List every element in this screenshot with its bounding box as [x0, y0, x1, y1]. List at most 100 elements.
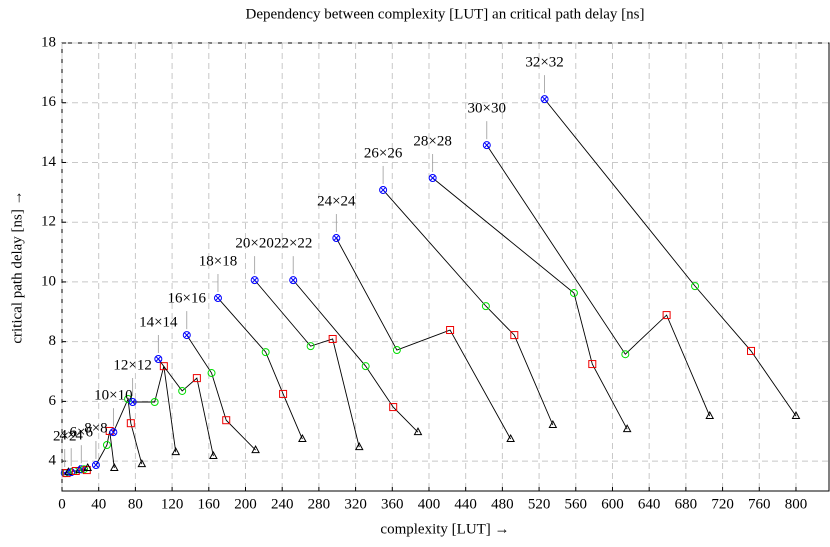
marker-cross [93, 462, 99, 468]
marker-cross [429, 175, 436, 181]
series-label: 2×2 [53, 429, 76, 445]
series-label: 16×16 [168, 291, 207, 307]
x-tick-label: 760 [748, 496, 771, 512]
x-tick-label: 440 [454, 496, 477, 512]
marker [622, 424, 632, 433]
series-line [254, 279, 360, 448]
marker [298, 433, 307, 443]
marker-circle [428, 173, 437, 182]
series-label: 8×8 [84, 420, 107, 436]
y-tick-label: 14 [41, 154, 57, 170]
x-tick-label: 120 [161, 496, 184, 512]
marker-circle [128, 397, 137, 406]
series-label: 20×20 [235, 236, 273, 252]
y-tick-label: 16 [41, 94, 57, 110]
marker [482, 141, 491, 150]
marker-circle [379, 185, 388, 194]
marker [192, 374, 201, 383]
x-axis-label: complexity [LUT] → [380, 521, 509, 537]
series-line [335, 237, 512, 440]
marker-circle [109, 428, 118, 437]
marker-circle [289, 276, 298, 285]
y-tick-label: 12 [41, 214, 56, 230]
series-line [544, 98, 797, 417]
marker [83, 462, 93, 472]
marker-circle [91, 461, 100, 470]
x-tick-label: 480 [491, 496, 514, 512]
marker [109, 462, 119, 472]
series-line [186, 334, 256, 451]
series-label: 4×4 [59, 428, 83, 444]
marker [80, 465, 89, 474]
marker [159, 362, 168, 371]
x-tick-label: 400 [418, 496, 441, 512]
marker [102, 441, 111, 450]
series-label: 24×24 [317, 193, 356, 209]
marker [569, 288, 578, 297]
grid [61, 42, 829, 491]
marker [361, 362, 370, 371]
marker [691, 282, 700, 291]
marker [209, 451, 218, 460]
series-line [486, 144, 711, 417]
marker [621, 350, 630, 359]
marker [182, 331, 191, 340]
marker-circle [540, 95, 549, 104]
series-line [95, 430, 115, 469]
marker-cross [333, 235, 340, 241]
marker [289, 276, 298, 285]
marker [510, 331, 519, 340]
x-tick-label: 200 [234, 496, 257, 512]
marker [389, 403, 398, 412]
x-tick-label: 560 [565, 496, 588, 512]
marker-circle [250, 276, 259, 285]
marker [306, 342, 315, 351]
y-tick-label: 8 [49, 333, 57, 349]
marker [428, 173, 437, 182]
x-tick-label: 800 [785, 496, 808, 512]
x-tick-label: 360 [381, 496, 404, 512]
marker-cross [251, 277, 258, 283]
marker [662, 311, 671, 320]
marker [222, 416, 231, 425]
series-label: 12×12 [113, 357, 151, 373]
marker-cross [129, 399, 136, 405]
series-label: 26×26 [364, 145, 403, 161]
marker [506, 433, 515, 443]
marker [413, 427, 423, 436]
series-label: 14×14 [139, 314, 178, 330]
marker [279, 389, 288, 398]
series-label: 6×6 [70, 425, 94, 441]
marker [379, 185, 388, 194]
series-label: 30×30 [468, 101, 506, 117]
series-label: 22×22 [274, 236, 312, 252]
series-line [157, 358, 214, 457]
marker [154, 354, 163, 363]
marker [705, 410, 715, 420]
marker [126, 419, 135, 428]
marker [446, 326, 455, 335]
series-label: 32×32 [525, 55, 563, 71]
marker-circle [182, 331, 191, 340]
x-tick-label: 520 [528, 496, 551, 512]
series-label: 28×28 [413, 133, 451, 149]
marker [328, 334, 337, 343]
marker-circle [332, 234, 341, 243]
marker [747, 346, 756, 355]
marker-circle [482, 141, 491, 150]
marker [548, 419, 558, 428]
marker [540, 95, 549, 104]
marker [354, 442, 364, 451]
marker-cross [380, 187, 386, 193]
marker-cross [155, 356, 162, 362]
series-line [382, 189, 554, 426]
marker-cross [110, 429, 117, 436]
marker-cross [215, 295, 221, 301]
marker [150, 397, 159, 406]
series-label: 18×18 [199, 253, 237, 269]
y-tick-label: 10 [41, 273, 56, 289]
x-tick-label: 40 [91, 496, 106, 512]
marker [109, 428, 118, 437]
x-tick-label: 320 [344, 496, 367, 512]
series-line [292, 279, 419, 433]
